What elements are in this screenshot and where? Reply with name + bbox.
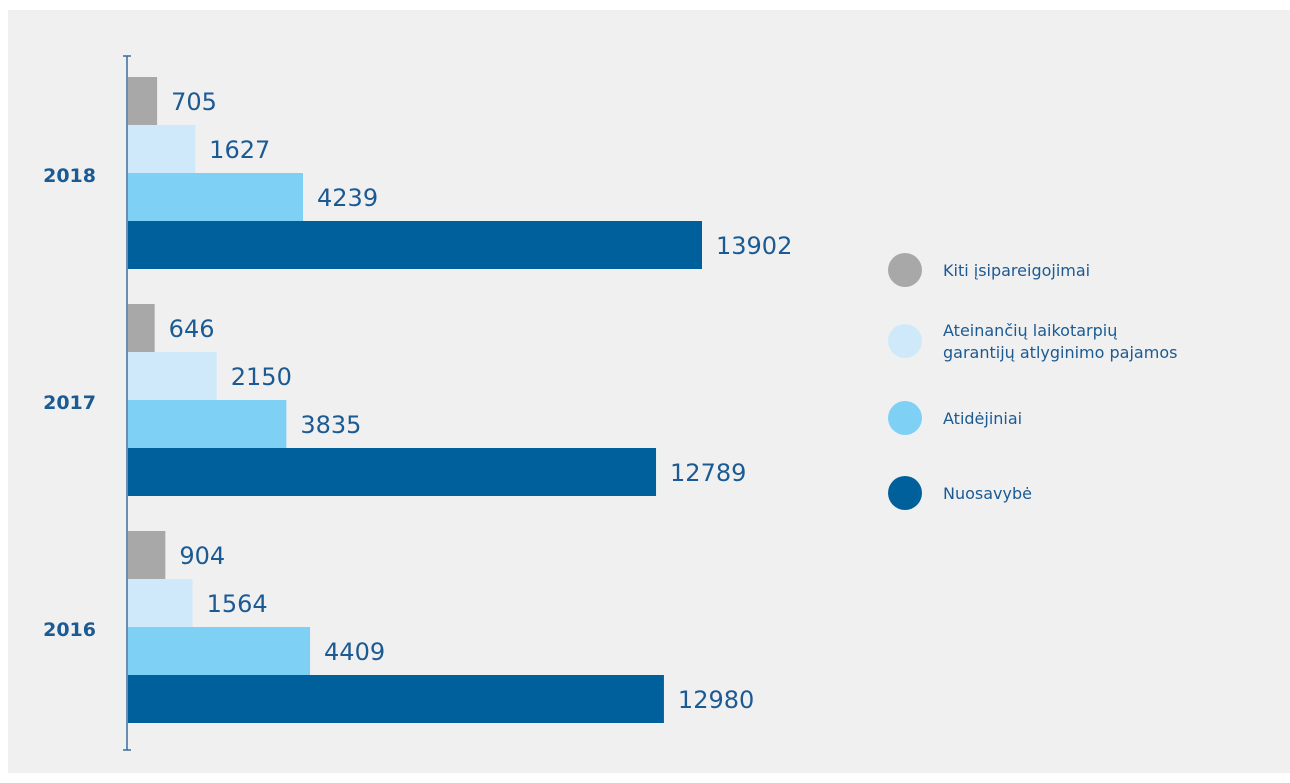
data-label: 12789 (670, 459, 746, 487)
legend-marker (888, 253, 922, 287)
data-label: 904 (179, 542, 225, 570)
y-category-label: 2018 (43, 165, 96, 187)
data-label: 3835 (300, 411, 361, 439)
bar (128, 400, 287, 448)
data-label: 4239 (317, 184, 378, 212)
bar (128, 675, 664, 723)
legend-label: Atidėjiniai (943, 409, 1022, 428)
data-label: 4409 (324, 638, 385, 666)
legend-marker (888, 324, 922, 358)
data-label: 13902 (716, 232, 792, 260)
bar (128, 221, 702, 269)
data-label: 1564 (207, 590, 268, 618)
legend-label: Ateinančių laikotarpių (943, 321, 1117, 340)
bar (128, 77, 158, 125)
bar (128, 173, 304, 221)
y-category-label: 2016 (43, 619, 96, 641)
bar (128, 579, 193, 627)
legend-marker (888, 401, 922, 435)
bar (128, 125, 196, 173)
data-label: 1627 (209, 136, 270, 164)
legend-marker (888, 476, 922, 510)
bar (128, 627, 311, 675)
data-label: 12980 (678, 686, 754, 714)
legend-label: garantijų atlyginimo pajamos (943, 343, 1177, 362)
bar-chart: 2018 705 1627 4239 13902 2017 646 2150 3835 12789… (43, 55, 1177, 751)
legend: Kiti įsipareigojimai Ateinančių laikotarp… (888, 253, 1177, 510)
legend-label: Nuosavybė (943, 484, 1032, 503)
bars-layer: 2018 705 1627 4239 13902 2017 646 2150 3835 12789… (43, 77, 792, 723)
bar (128, 304, 155, 352)
data-label: 2150 (231, 363, 292, 391)
chart-panel: 2018 705 1627 4239 13902 2017 646 2150 3835 12789… (8, 10, 1290, 773)
y-category-label: 2017 (43, 392, 96, 414)
data-label: 705 (171, 88, 217, 116)
bar (128, 352, 217, 400)
bar (128, 531, 166, 579)
data-label: 646 (169, 315, 215, 343)
legend-label: Kiti įsipareigojimai (943, 261, 1090, 280)
bar (128, 448, 657, 496)
